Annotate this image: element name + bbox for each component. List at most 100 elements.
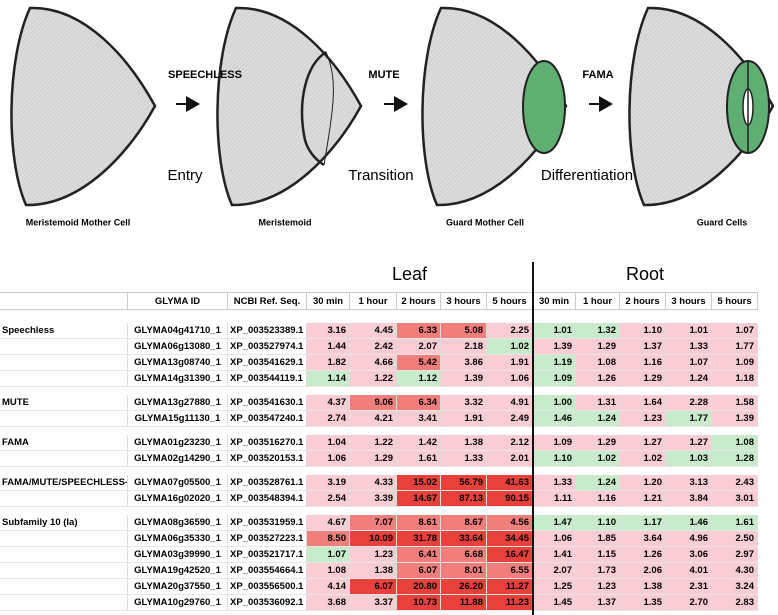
- value-cell: 3.41: [397, 411, 441, 427]
- value-cell: 6.07: [397, 563, 441, 579]
- value-cell: 1.37: [576, 595, 620, 611]
- value-cell: 2.01: [487, 451, 533, 467]
- value-cell: 1.39: [441, 371, 487, 387]
- ncbi-id: XP_003547240.1: [228, 411, 307, 427]
- value-cell: 4.21: [350, 411, 397, 427]
- value-cell: 5.08: [441, 323, 487, 339]
- tissue-header: Root: [626, 264, 665, 284]
- value-cell: 8.67: [441, 515, 487, 531]
- value-cell: 1.08: [307, 563, 350, 579]
- value-cell: 3.84: [666, 491, 712, 507]
- value-cell: 4.14: [307, 579, 350, 595]
- value-cell: 1.09: [712, 355, 758, 371]
- gene-id: GLYMA13g08740_1: [128, 355, 228, 371]
- value-cell: 1.07: [666, 355, 712, 371]
- ncbi-id: XP_003527223.1: [228, 531, 307, 547]
- value-cell: 2.07: [533, 563, 576, 579]
- value-cell: 1.32: [576, 323, 620, 339]
- stage-label: Transition: [348, 167, 413, 184]
- factor-label: FAMA: [582, 69, 613, 81]
- gene-id: GLYMA08g36590_1: [128, 515, 228, 531]
- gene-id: GLYMA19g42520_1: [128, 563, 228, 579]
- value-cell: 1.23: [350, 547, 397, 563]
- value-cell: 1.10: [533, 451, 576, 467]
- divider: [532, 262, 534, 615]
- blank-cell: [0, 563, 128, 579]
- value-cell: 1.21: [620, 491, 666, 507]
- value-cell: 1.39: [712, 411, 758, 427]
- column-header: GLYMA ID: [128, 292, 228, 310]
- blank-cell: [0, 491, 128, 507]
- value-cell: 9.06: [350, 395, 397, 411]
- value-cell: 1.19: [533, 355, 576, 371]
- column-header: 30 min: [307, 292, 350, 310]
- value-cell: 1.38: [620, 579, 666, 595]
- value-cell: 6.34: [397, 395, 441, 411]
- value-cell: 7.07: [350, 515, 397, 531]
- value-cell: 2.54: [307, 491, 350, 507]
- value-cell: 1.06: [487, 371, 533, 387]
- cell-label: Meristemoid Mother Cell: [26, 217, 131, 227]
- cell-shape: [628, 6, 775, 207]
- value-cell: 8.50: [307, 531, 350, 547]
- group-label: Subfamily 10 (Ia): [0, 515, 128, 531]
- value-cell: 1.08: [712, 435, 758, 451]
- value-cell: 1.33: [441, 451, 487, 467]
- value-cell: 1.02: [576, 451, 620, 467]
- value-cell: 4.56: [487, 515, 533, 531]
- value-cell: 1.06: [307, 451, 350, 467]
- column-header: 1 hour: [350, 292, 397, 310]
- ncbi-id: XP_003520153.1: [228, 451, 307, 467]
- ncbi-id: XP_003521717.1: [228, 547, 307, 563]
- cell-label: Meristemoid: [258, 217, 311, 227]
- value-cell: 1.10: [620, 323, 666, 339]
- column-header: 2 hours: [620, 292, 666, 310]
- value-cell: 10.73: [397, 595, 441, 611]
- value-cell: 1.42: [397, 435, 441, 451]
- value-cell: 1.39: [533, 339, 576, 355]
- value-cell: 2.50: [712, 531, 758, 547]
- gene-id: GLYMA01g23230_1: [128, 435, 228, 451]
- value-cell: 1.24: [576, 475, 620, 491]
- blank-cell: [0, 371, 128, 387]
- value-cell: 1.61: [397, 451, 441, 467]
- value-cell: 2.18: [441, 339, 487, 355]
- value-cell: 1.16: [620, 355, 666, 371]
- value-cell: 1.24: [576, 411, 620, 427]
- value-cell: 1.18: [712, 371, 758, 387]
- value-cell: 1.27: [620, 435, 666, 451]
- header-cell: [0, 292, 128, 310]
- value-cell: 1.03: [666, 451, 712, 467]
- ncbi-id: XP_003531959.1: [228, 515, 307, 531]
- value-cell: 4.33: [350, 475, 397, 491]
- gene-id: GLYMA06g13080_1: [128, 339, 228, 355]
- value-cell: 3.64: [620, 531, 666, 547]
- value-cell: 1.73: [576, 563, 620, 579]
- value-cell: 1.12: [397, 371, 441, 387]
- value-cell: 1.26: [620, 547, 666, 563]
- value-cell: 1.02: [487, 339, 533, 355]
- column-header: 1 hour: [576, 292, 620, 310]
- column-header: 5 hours: [712, 292, 758, 310]
- gene-id: GLYMA13g27880_1: [128, 395, 228, 411]
- value-cell: 6.07: [350, 579, 397, 595]
- value-cell: 1.29: [576, 435, 620, 451]
- value-cell: 1.16: [576, 491, 620, 507]
- ncbi-id: XP_003548394.1: [228, 491, 307, 507]
- value-cell: 10.09: [350, 531, 397, 547]
- value-cell: 1.33: [533, 475, 576, 491]
- ncbi-id: XP_003544119.1: [228, 371, 307, 387]
- value-cell: 1.37: [620, 339, 666, 355]
- value-cell: 15.02: [397, 475, 441, 491]
- ncbi-id: XP_003536092.1: [228, 595, 307, 611]
- value-cell: 26.20: [441, 579, 487, 595]
- value-cell: 2.25: [487, 323, 533, 339]
- value-cell: 2.43: [712, 475, 758, 491]
- value-cell: 1.22: [350, 435, 397, 451]
- value-cell: 8.61: [397, 515, 441, 531]
- value-cell: 11.27: [487, 579, 533, 595]
- value-cell: 1.38: [350, 563, 397, 579]
- value-cell: 5.42: [397, 355, 441, 371]
- gene-id: GLYMA15g11130_1: [128, 411, 228, 427]
- blank-cell: [0, 355, 128, 371]
